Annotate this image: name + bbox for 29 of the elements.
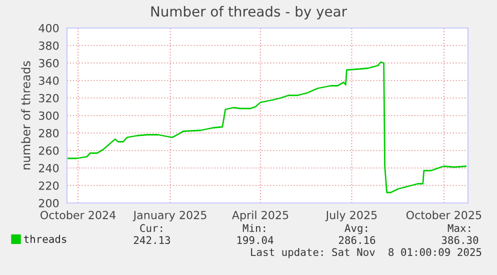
x-tick-label: October 2025 [406, 210, 482, 220]
y-tick-label: 240 [38, 164, 59, 172]
text: 386.30 [442, 236, 478, 244]
text: Cur: [140, 224, 162, 232]
x-tick-label: April 2025 [232, 210, 288, 222]
text: Max: [448, 224, 470, 232]
x-tick-label: July 2025 [325, 210, 377, 222]
text: Avg: [344, 224, 368, 234]
text: 199.04 [237, 236, 274, 244]
y-axis-title: number of threads [21, 61, 30, 170]
chart-title: Number of threads - by year [151, 6, 348, 20]
x-tick-label: October 2024 [40, 210, 116, 220]
text: 286.16 [338, 236, 376, 244]
y-tick-label: 400 [38, 24, 59, 32]
text: 242.13 [134, 236, 170, 244]
y-tick-label: 300 [39, 111, 59, 120]
y-tick-label: 280 [38, 128, 59, 138]
y-tick-label: 320 [39, 94, 59, 102]
y-tick-label: 200 [38, 198, 59, 208]
line-series [67, 61, 467, 194]
text: Last update: Sat Nov 8 01:00:09 2025 [251, 248, 482, 258]
x-tick-label: January 2025 [132, 210, 206, 222]
text: Min: [242, 224, 266, 232]
y-tick-label: 220 [38, 181, 59, 190]
y-tick-label: 260 [38, 146, 59, 155]
legend-label: threads [24, 234, 66, 243]
y-tick-label: 380 [39, 41, 59, 50]
y-tick-label: 360 [39, 58, 59, 68]
y-tick-label: 340 [39, 76, 59, 85]
